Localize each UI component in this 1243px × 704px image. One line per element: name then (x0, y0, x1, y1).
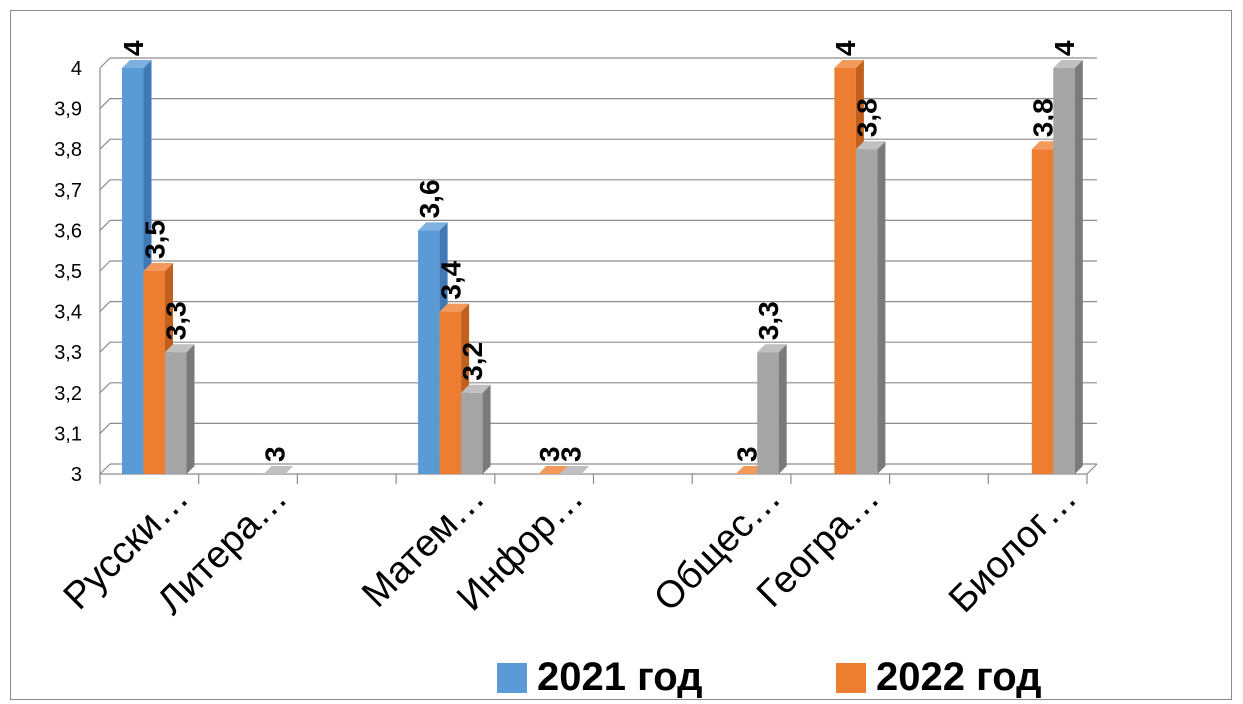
data-label: 3,2 (457, 342, 488, 381)
y-tick-label: 3,4 (54, 302, 82, 324)
legend-2022: 2022 год (836, 655, 1042, 700)
bar-top (855, 141, 886, 150)
legend-2021: 2021 год (497, 655, 703, 700)
bar (165, 352, 187, 474)
bar (439, 311, 462, 474)
y-tick-label: 3 (71, 464, 82, 486)
bar (1053, 68, 1075, 474)
bar-top (143, 263, 173, 271)
data-label: 3,6 (414, 179, 445, 218)
bar-top (263, 466, 294, 474)
bar-side (877, 141, 886, 474)
legend-label-2021: 2021 год (537, 655, 703, 699)
bar (834, 68, 856, 474)
data-label: 3,3 (753, 301, 784, 340)
bar (122, 68, 144, 474)
bar (757, 352, 779, 474)
bar (461, 392, 483, 474)
y-tick-label: 3,8 (54, 139, 82, 161)
grid-side-tick (99, 463, 111, 475)
bar-top (757, 344, 787, 353)
data-label: 4 (118, 40, 149, 56)
bar-top (122, 60, 152, 68)
bar (143, 271, 165, 474)
data-label: 3 (556, 446, 587, 462)
y-tick-label: 3,3 (54, 342, 82, 364)
grid-side-tick (99, 422, 111, 434)
y-tick-label: 3,1 (54, 423, 82, 445)
grid-side-tick (99, 98, 111, 110)
floor-edge (1086, 463, 1098, 475)
bar-top (418, 222, 448, 231)
data-label: 4 (830, 40, 861, 56)
data-label: 3 (259, 446, 290, 462)
grid-side-tick (99, 57, 111, 69)
bar-top (461, 384, 491, 393)
y-tick-label: 3,9 (54, 99, 82, 121)
data-label: 3,3 (161, 301, 192, 340)
grid-side-tick (99, 301, 111, 313)
bar (418, 230, 440, 474)
legend-swatch-2022 (836, 662, 866, 693)
bar-side (186, 344, 195, 474)
bar-top (834, 60, 864, 68)
bar-top (165, 344, 195, 353)
x-tick-label: Биолог… (941, 477, 1085, 621)
y-tick-label: 3,6 (54, 220, 82, 242)
grid-side-tick (99, 219, 111, 231)
data-label: 3 (534, 446, 565, 462)
bar (1031, 149, 1054, 474)
bar-top (538, 466, 568, 474)
chart-frame (10, 10, 1232, 700)
grid-side-tick (99, 138, 111, 150)
data-label: 3,5 (139, 220, 170, 259)
y-tick-label: 3,7 (54, 180, 82, 202)
data-label: 4 (1049, 40, 1080, 56)
y-tick-label: 3,2 (54, 383, 82, 405)
bar (855, 149, 878, 474)
legend-swatch-2021 (497, 662, 527, 693)
bar-top (439, 303, 470, 312)
bar-side (778, 344, 787, 474)
bar-top (559, 466, 590, 474)
legend-label-2022: 2022 год (876, 655, 1042, 699)
y-tick-label: 4 (71, 58, 82, 80)
data-label: 3,8 (852, 98, 883, 137)
bar-side (482, 384, 491, 474)
grid-side-tick (99, 341, 111, 353)
grid-side-tick (99, 382, 111, 394)
data-label: 3,4 (435, 260, 466, 299)
y-tick-label: 3,5 (54, 261, 82, 283)
bar-side (1074, 60, 1083, 474)
bar-top (1053, 60, 1083, 68)
grid-side-tick (99, 179, 111, 191)
grid-side-tick (99, 260, 111, 272)
data-label: 3 (731, 446, 762, 462)
